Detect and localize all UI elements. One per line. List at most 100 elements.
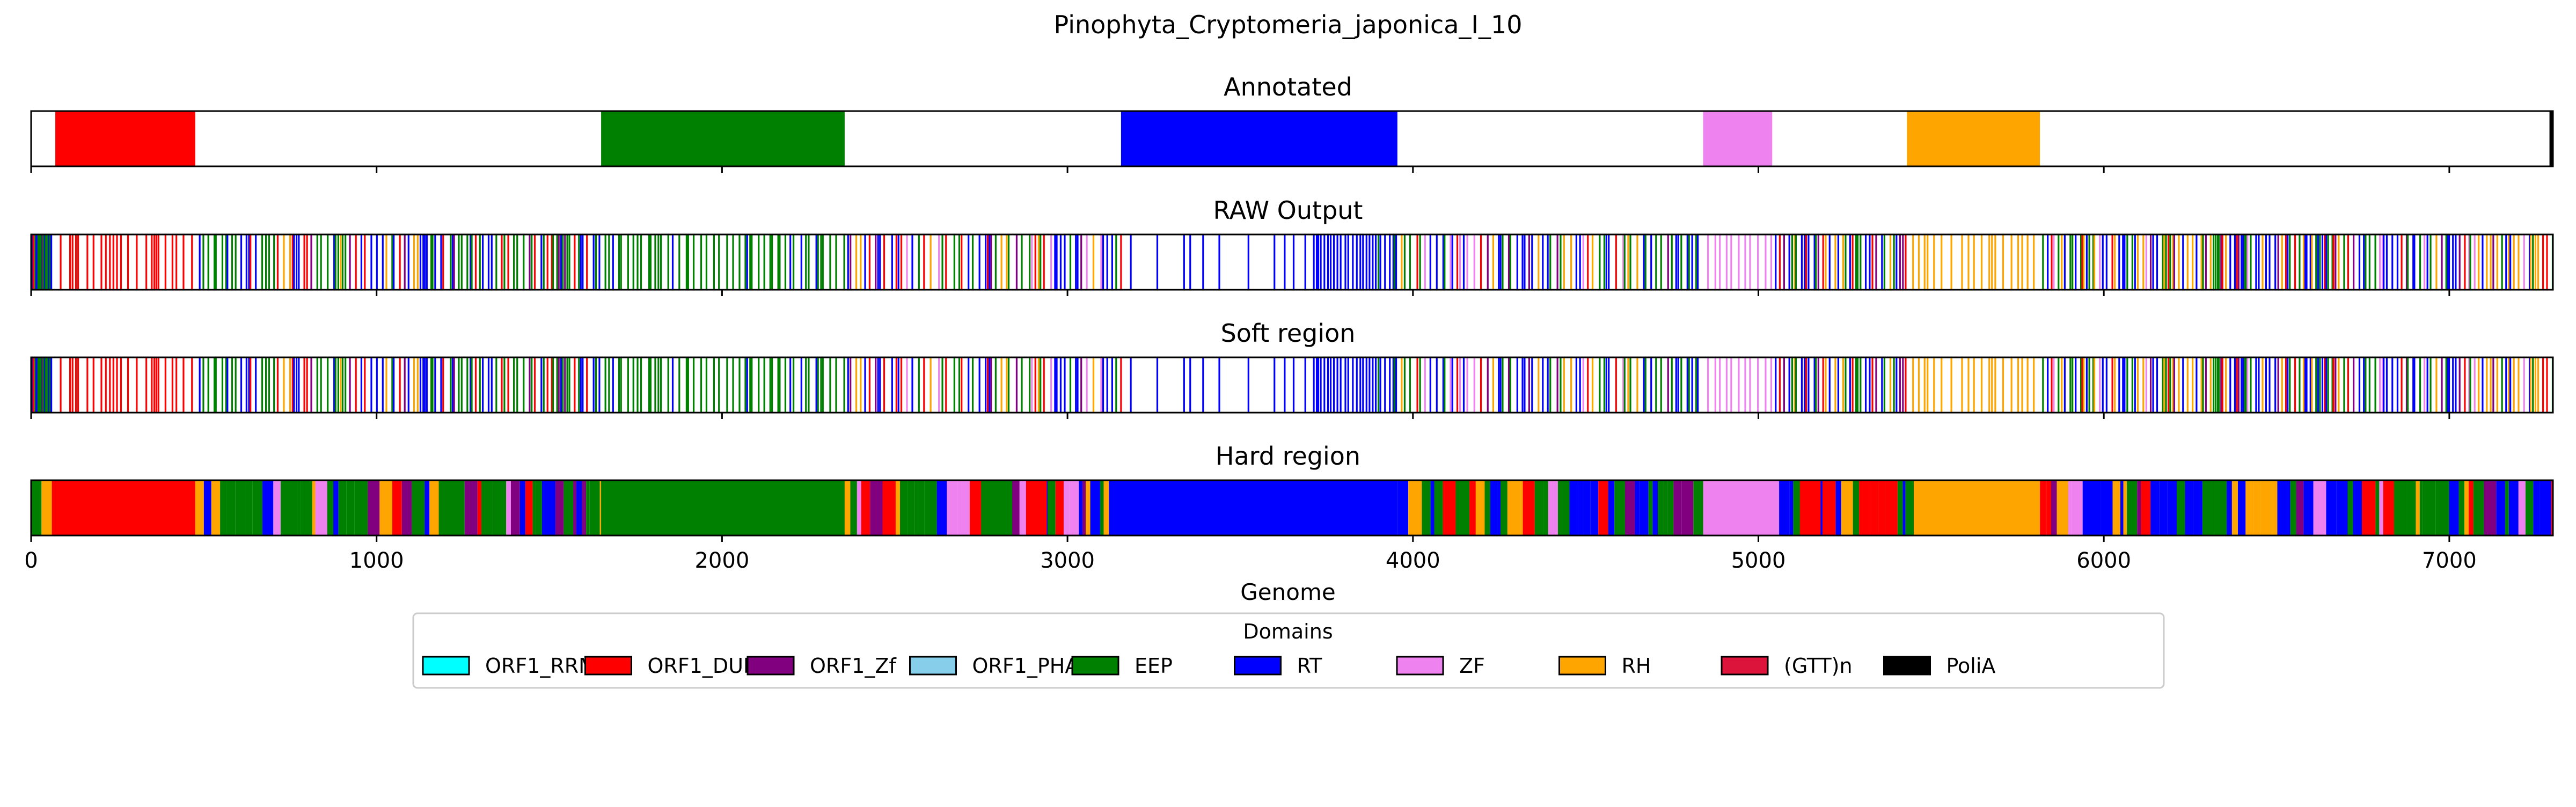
segment-EEP (1455, 480, 1469, 535)
segment-EEP (1543, 480, 1548, 535)
segment-EEP (1693, 480, 1701, 535)
legend-label: (GTT)n (1784, 654, 1853, 678)
segment-ORF1_Zf (1012, 480, 1020, 535)
segment-EEP (346, 480, 355, 535)
segment-ORF1_DUF (392, 480, 402, 535)
panel-frame (30, 479, 2554, 537)
segment-ORF1_DUF (1443, 480, 1456, 535)
segment-EEP (1701, 480, 1703, 535)
segment-ZF (1703, 111, 1773, 166)
segment-ZF (857, 480, 861, 535)
segment-RH (1475, 480, 1485, 535)
segment-EEP (914, 480, 925, 535)
segment-EEP (1667, 480, 1674, 535)
segment-RH (895, 480, 900, 535)
segment-EEP (412, 480, 425, 535)
segment-EEP (2290, 480, 2296, 535)
segment-ZF (947, 480, 958, 535)
legend-label: ZF (1459, 654, 1485, 678)
segment-EEP (1557, 480, 1561, 535)
segment-EEP (1658, 480, 1664, 535)
segment-EEP (1897, 480, 1903, 535)
legend-item: RT (1234, 654, 1322, 678)
segment-ORF1_DUF (1878, 480, 1885, 535)
segment-EEP (245, 480, 253, 535)
segment-ORF1_Zf (401, 480, 412, 535)
segment-RH (1520, 480, 1523, 535)
segment-RT (2533, 480, 2540, 535)
segment-ZF (1023, 480, 1027, 535)
segment-RH (2057, 480, 2068, 535)
x-tick-label: 3000 (1040, 548, 1095, 573)
legend-swatch (1396, 656, 1444, 676)
segment-EEP (850, 480, 857, 535)
x-tick-label: 7000 (2422, 548, 2477, 573)
segment-RT (333, 480, 339, 535)
segment-EEP (586, 480, 590, 535)
segment-RT (1490, 480, 1497, 535)
segment-RH (429, 480, 441, 535)
segment-ZF (2313, 480, 2326, 535)
segment-RT (2326, 480, 2337, 535)
panel-marks (31, 480, 2553, 535)
segment-EEP (601, 111, 845, 166)
segment-EEP (2375, 480, 2380, 535)
segment-EEP (2407, 480, 2416, 535)
segment-ZF (2071, 480, 2083, 535)
segment-RH (2260, 480, 2272, 535)
segment-EEP (280, 480, 287, 535)
segment-ORF1_DUF (2383, 480, 2394, 535)
segment-EEP (2127, 480, 2138, 535)
segment-RH (2231, 480, 2238, 535)
segment-EEP (536, 480, 542, 535)
segment-EEP (1664, 480, 1667, 535)
segment-RT (2082, 480, 2088, 535)
segment-EEP (1500, 480, 1507, 535)
legend-item: EEP (1071, 654, 1173, 678)
legend-item: ORF1_Zf (747, 654, 897, 678)
panel-soft-region: Soft region (30, 319, 2554, 419)
legend-item: (GTT)n (1721, 654, 1853, 678)
segment-EEP (2419, 480, 2423, 535)
segment-RT (576, 480, 582, 535)
legend-label: ORF1_Zf (810, 654, 897, 678)
segment-EEP (1100, 480, 1104, 535)
segment-ORF1_DUF (1799, 480, 1821, 535)
segment-ORF1_DUF (55, 111, 195, 166)
segment-EEP (2505, 480, 2509, 535)
segment-EEP (327, 480, 334, 535)
segment-RT (1639, 480, 1649, 535)
segment-RT (1497, 480, 1501, 535)
segment-EEP (297, 480, 301, 535)
x-axis: 0 1000 2000 3000 4000 5000 6000 7000 (24, 548, 2477, 573)
segment-EEP (1913, 480, 1914, 535)
segment-EEP (438, 480, 463, 535)
segment-EEP (2473, 480, 2484, 535)
segment-RT (2150, 480, 2160, 535)
segment-EEP (2458, 480, 2465, 535)
x-tick-label: 2000 (694, 548, 749, 573)
segment-RH (1103, 480, 1109, 535)
legend-item: ORF1_PHA (909, 654, 1079, 678)
segment-EEP (2435, 480, 2449, 535)
segment-RT (1090, 480, 1100, 535)
segment-EEP (981, 480, 1013, 535)
segment-EEP (564, 480, 570, 535)
segment-ZF (1063, 480, 1070, 535)
segment-EEP (338, 480, 347, 535)
segment-RT (541, 480, 555, 535)
segment-RT (2277, 480, 2290, 535)
panel-raw-output: RAW Output (30, 196, 2554, 296)
segment-ORF1_DUF (2468, 480, 2473, 535)
segment-ORF1_Zf (2137, 480, 2141, 535)
segment-ORF1_Zf (2051, 480, 2057, 535)
legend-label: ORF1_PHA (972, 654, 1079, 678)
segment-RT (2185, 480, 2193, 535)
segment-ORF1_DUF (2040, 480, 2047, 535)
panel-title: Soft region (1221, 319, 1356, 348)
segment-ORF1_Zf (464, 480, 478, 535)
segment-ORF1_DUF (2046, 480, 2051, 535)
segment-EEP (589, 480, 600, 535)
segment-ORF1_DUF (969, 480, 980, 535)
